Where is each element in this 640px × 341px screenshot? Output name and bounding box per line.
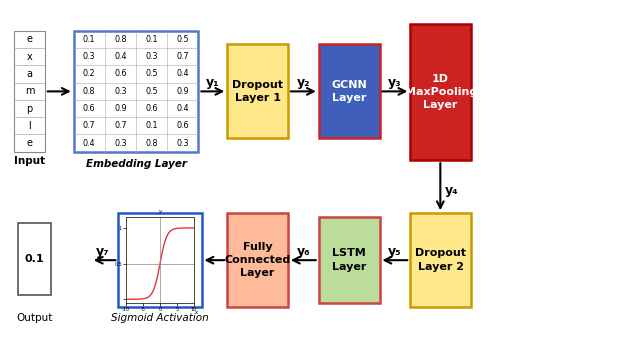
Text: e: e — [26, 34, 33, 44]
Text: 0.3: 0.3 — [83, 52, 95, 61]
Text: y₁: y₁ — [206, 76, 220, 89]
Text: 0.3: 0.3 — [145, 52, 158, 61]
Text: y: y — [158, 209, 162, 214]
Text: 0.4: 0.4 — [83, 138, 95, 148]
FancyBboxPatch shape — [227, 213, 288, 307]
Text: 0.1: 0.1 — [145, 35, 158, 44]
Text: 0.2: 0.2 — [83, 70, 95, 78]
Text: 0.8: 0.8 — [145, 138, 158, 148]
Text: Dropout
Layer 2: Dropout Layer 2 — [415, 248, 466, 272]
FancyBboxPatch shape — [319, 44, 380, 138]
Text: 0.9: 0.9 — [177, 87, 189, 96]
Text: 1D
MaxPooling
Layer: 1D MaxPooling Layer — [404, 74, 477, 110]
Text: 0.9: 0.9 — [114, 104, 127, 113]
Text: e: e — [26, 138, 33, 148]
FancyBboxPatch shape — [74, 31, 198, 152]
Text: 0.8: 0.8 — [83, 87, 95, 96]
Text: y₂: y₂ — [296, 76, 310, 89]
Text: m: m — [25, 86, 34, 96]
Text: 0.8: 0.8 — [114, 35, 127, 44]
FancyBboxPatch shape — [227, 44, 288, 138]
FancyBboxPatch shape — [118, 213, 202, 307]
Text: 0.7: 0.7 — [83, 121, 95, 130]
Text: 0.3: 0.3 — [177, 138, 189, 148]
Text: 0.3: 0.3 — [114, 87, 127, 96]
Text: 0.3: 0.3 — [114, 138, 127, 148]
Text: 0.6: 0.6 — [177, 121, 189, 130]
Text: Sigmoid Activation: Sigmoid Activation — [111, 313, 209, 323]
Text: 0.5: 0.5 — [145, 87, 158, 96]
Text: 0.5: 0.5 — [177, 35, 189, 44]
FancyBboxPatch shape — [14, 31, 45, 152]
Text: 0.6: 0.6 — [114, 70, 127, 78]
Text: y₄: y₄ — [444, 184, 458, 197]
Text: 0.1: 0.1 — [83, 35, 95, 44]
Text: Fully
Connected
Layer: Fully Connected Layer — [225, 242, 291, 278]
Text: 0.4: 0.4 — [114, 52, 127, 61]
Text: 0.4: 0.4 — [177, 104, 189, 113]
Text: 0.7: 0.7 — [177, 52, 189, 61]
Text: y₇: y₇ — [95, 245, 109, 258]
Text: x: x — [195, 310, 198, 315]
Text: Dropout
Layer 1: Dropout Layer 1 — [232, 79, 283, 103]
Text: Input: Input — [14, 156, 45, 166]
FancyBboxPatch shape — [18, 223, 51, 295]
FancyBboxPatch shape — [410, 24, 471, 160]
Text: x: x — [27, 51, 32, 62]
Text: 0.1: 0.1 — [25, 254, 44, 264]
Text: Embedding Layer: Embedding Layer — [86, 159, 186, 169]
Text: 0.1: 0.1 — [145, 121, 158, 130]
Text: y₅: y₅ — [388, 245, 402, 258]
Text: 0.6: 0.6 — [145, 104, 158, 113]
FancyBboxPatch shape — [319, 217, 380, 303]
Text: LSTM
Layer: LSTM Layer — [332, 248, 366, 272]
Text: GCNN
Layer: GCNN Layer — [332, 79, 367, 103]
Text: 0.6: 0.6 — [83, 104, 95, 113]
Text: a: a — [26, 69, 33, 79]
Text: l: l — [28, 121, 31, 131]
Text: y₆: y₆ — [296, 245, 310, 258]
Text: 0.7: 0.7 — [114, 121, 127, 130]
Text: Output: Output — [17, 313, 52, 323]
Text: y₃: y₃ — [388, 76, 402, 89]
Text: 0.4: 0.4 — [177, 70, 189, 78]
Text: 0.5: 0.5 — [145, 70, 158, 78]
Text: p: p — [26, 104, 33, 114]
FancyBboxPatch shape — [410, 213, 471, 307]
